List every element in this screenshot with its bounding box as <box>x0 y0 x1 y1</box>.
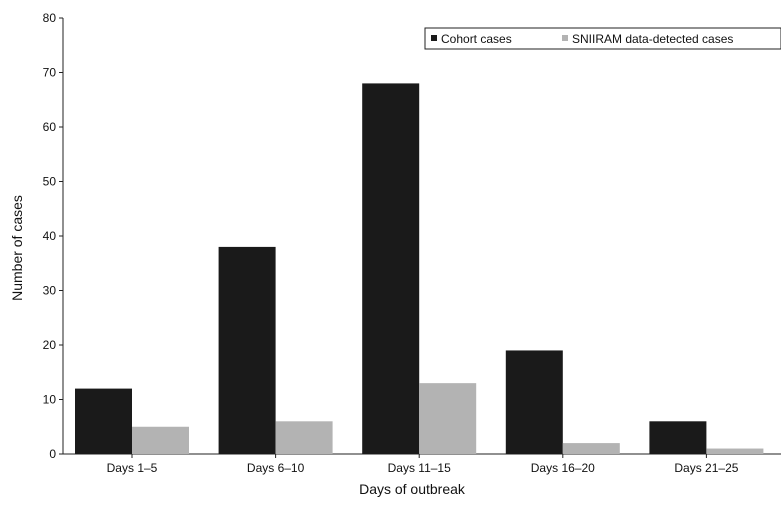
bar-sniiram-2 <box>275 421 333 454</box>
legend-box <box>424 27 781 50</box>
bar-sniiram-3 <box>419 383 477 454</box>
bar-cohort-4 <box>505 350 563 454</box>
bar-cohort-2 <box>218 246 276 454</box>
x-tick-label: Days 21–25 <box>674 461 738 475</box>
y-tick-label: 60 <box>43 120 57 134</box>
legend-swatch-cohort <box>431 35 437 41</box>
legend: Cohort cases SNIIRAM data-detected cases <box>424 27 781 50</box>
y-axis-title: Number of cases <box>9 195 25 301</box>
y-tick-label: 40 <box>43 229 57 243</box>
bar-sniiram-1 <box>132 426 189 454</box>
x-axis: Days 1–5 Days 6–10 Days 11–15 Days 16–20 Day… <box>63 453 781 475</box>
bar-cohort-3 <box>362 83 420 455</box>
y-tick-label: 30 <box>43 284 57 298</box>
bars-group <box>75 83 764 455</box>
y-tick-label: 0 <box>49 447 56 461</box>
y-tick-label: 10 <box>43 393 57 407</box>
x-tick-label: Days 6–10 <box>247 461 305 475</box>
bar-sniiram-5 <box>706 448 764 454</box>
bar-cohort-1 <box>75 388 132 454</box>
y-tick-label: 20 <box>43 338 57 352</box>
bar-sniiram-4 <box>562 443 620 454</box>
y-tick-label: 70 <box>43 66 57 80</box>
x-tick-label: Days 11–15 <box>388 461 451 475</box>
y-tick-label: 50 <box>43 175 57 189</box>
bar-cohort-5 <box>649 421 707 454</box>
legend-label-sniiram: SNIIRAM data-detected cases <box>572 32 733 46</box>
legend-swatch-sniiram <box>562 35 568 41</box>
y-axis: 0 10 20 30 40 50 60 70 80 <box>43 11 64 461</box>
x-tick-label: Days 1–5 <box>107 461 158 475</box>
legend-label-cohort: Cohort cases <box>441 32 512 46</box>
x-axis-title: Days of outbreak <box>359 481 466 497</box>
y-tick-label: 80 <box>43 11 57 25</box>
x-tick-label: Days 16–20 <box>531 461 595 475</box>
